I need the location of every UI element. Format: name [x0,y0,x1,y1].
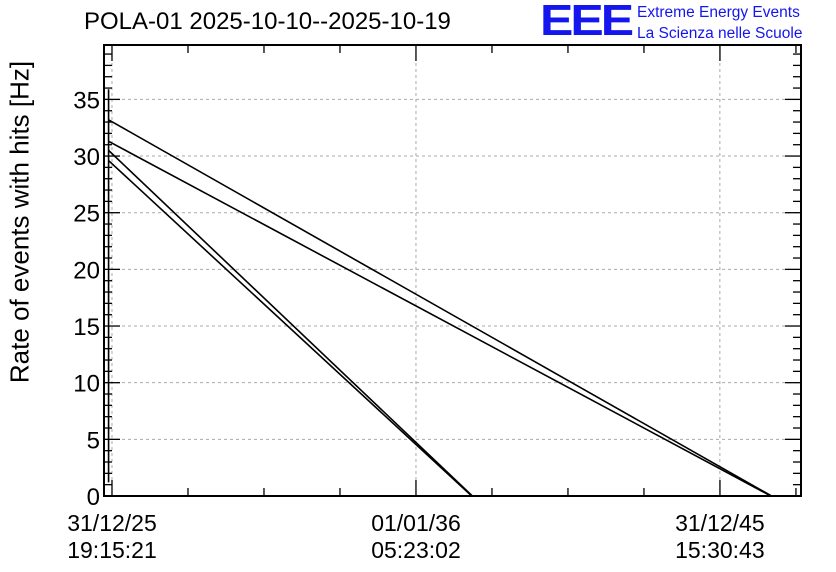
x-tick-label-time: 19:15:21 [67,537,157,563]
series-line-2 [108,119,772,497]
plot-frame [103,44,802,497]
y-tick-label: 25 [73,201,100,228]
x-tick-label-time: 15:30:43 [675,537,765,563]
series-line-5 [108,159,473,497]
y-tick-label: 5 [87,427,100,454]
x-tick-label-date: 01/01/36 [371,510,461,536]
y-tick-label: 0 [87,484,100,511]
x-tick-label-date: 31/12/45 [675,510,765,536]
y-tick-label: 15 [73,314,100,341]
series-line-4 [108,149,473,497]
y-tick-label: 30 [73,144,100,171]
y-tick-label: 10 [73,371,100,398]
logo-text-line1: Extreme Energy Events [637,4,800,21]
y-axis-label: Rate of events with hits [Hz] [4,60,35,384]
chart-title: POLA-01 2025-10-10--2025-10-19 [84,8,451,35]
series-line-3 [108,140,772,497]
logo-text-line2: La Scienza nelle Scuole [637,25,803,42]
y-tick-label: 20 [73,257,100,284]
x-tick-label-time: 05:23:02 [371,537,461,563]
eee-logo: EEE [540,0,634,45]
x-tick-label-date: 31/12/25 [67,510,157,536]
y-tick-label: 35 [73,87,100,114]
